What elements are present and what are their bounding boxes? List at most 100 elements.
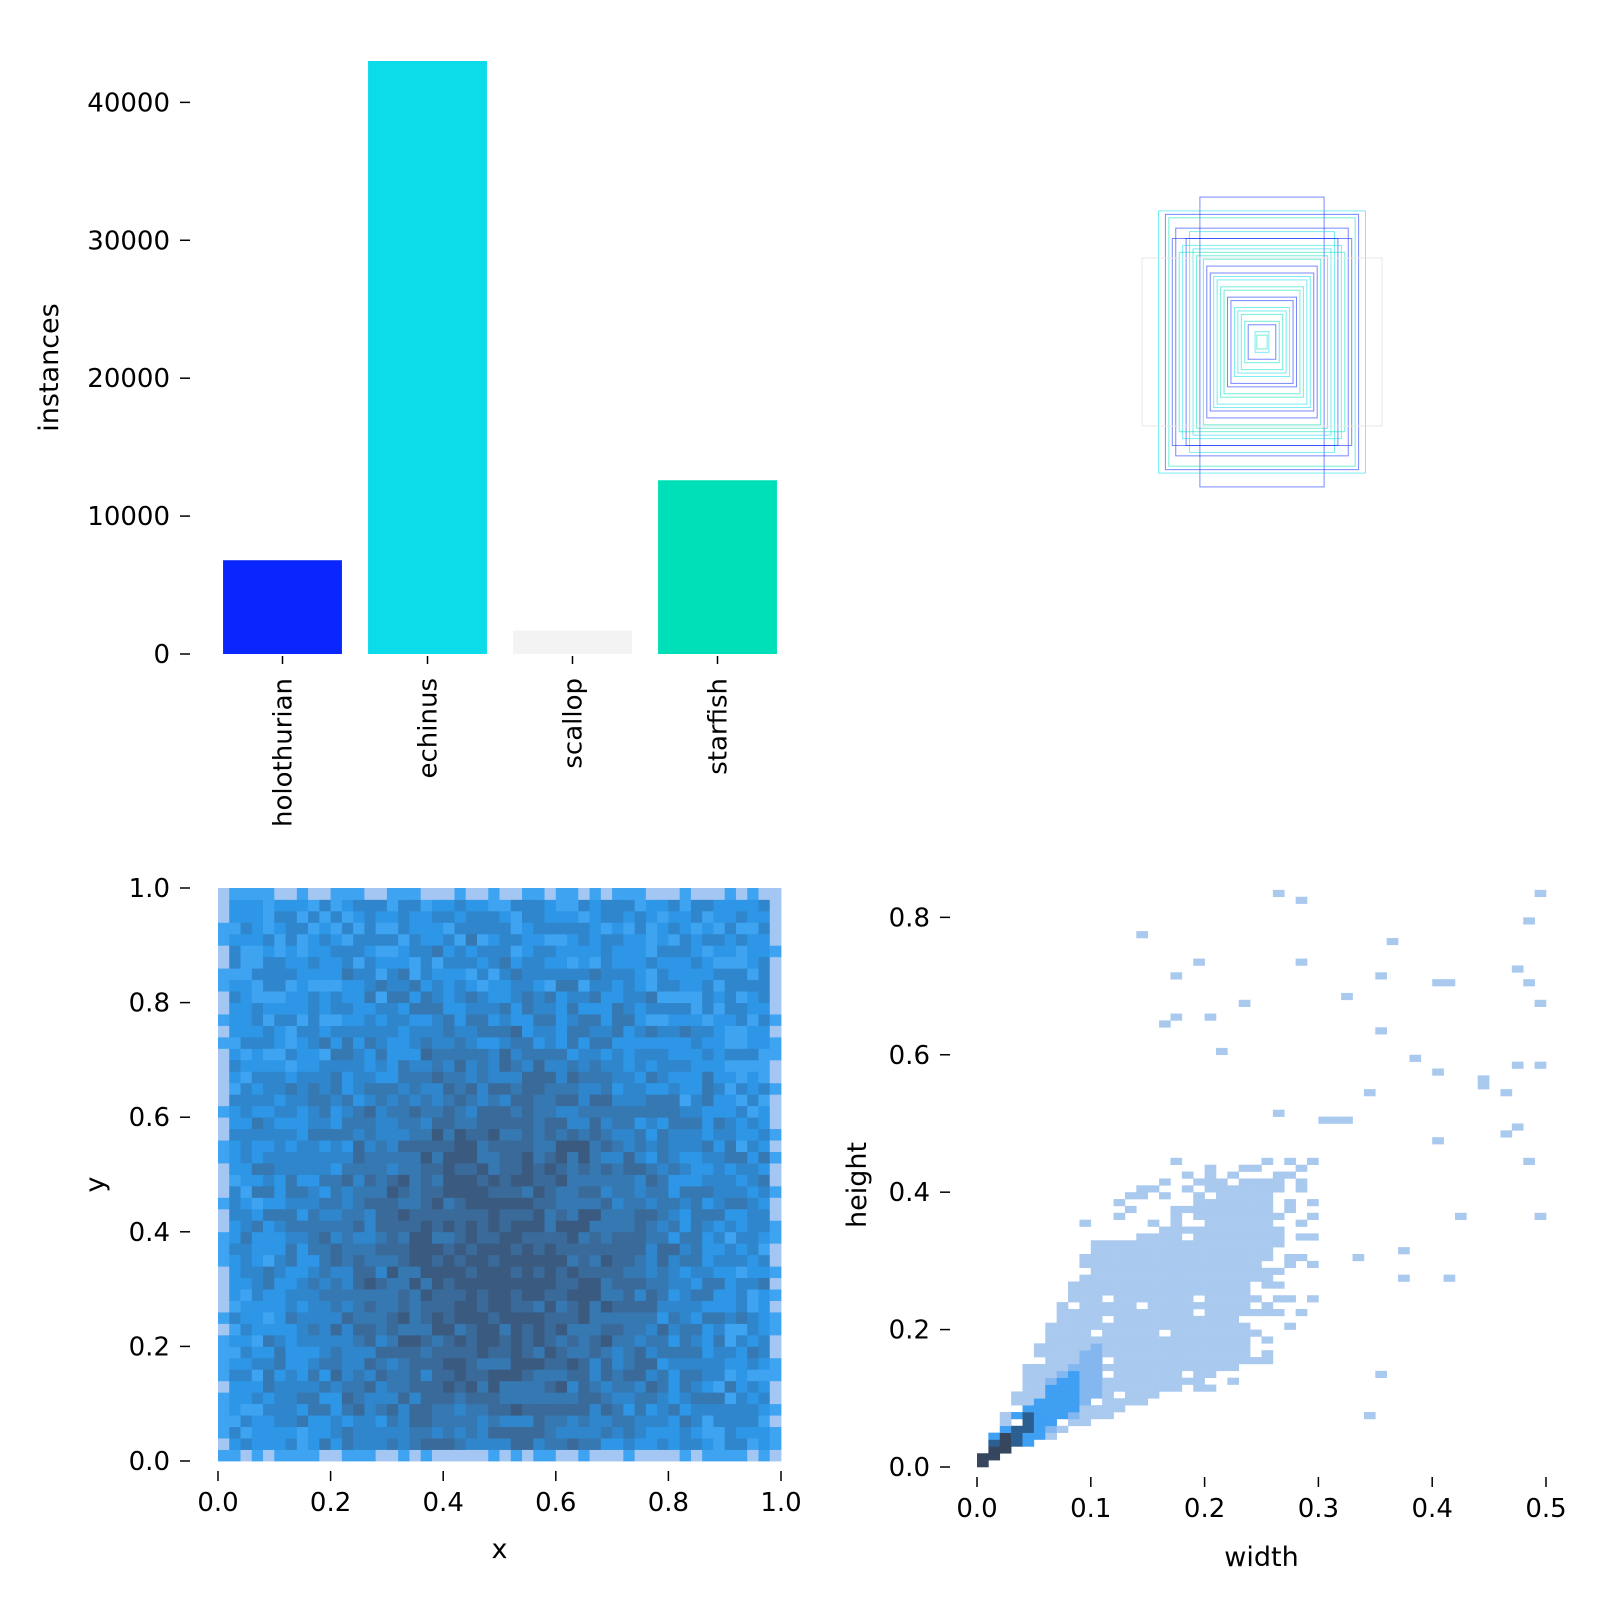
heatmap-cell [285,1392,298,1405]
heatmap-cell [589,1380,602,1393]
heatmap-cell [1079,1418,1092,1427]
heatmap-cell [600,1140,613,1152]
heatmap-cell [431,1036,444,1049]
heatmap-cell [476,1117,489,1130]
heatmap-cell [341,1105,354,1118]
heatmap-cell [612,1208,624,1221]
heatmap-cell [1261,1336,1274,1344]
heatmap-cell [510,1380,523,1393]
heatmap-cell [1147,1357,1160,1365]
heatmap-cell [1307,1212,1319,1220]
heatmap-cell [409,991,422,1003]
heatmap-cell [600,1208,613,1221]
heatmap-cell [589,1140,602,1152]
heatmap-cell [341,1369,354,1382]
heatmap-cell [1136,1233,1148,1241]
x-tick-label: 0.1 [1070,1494,1111,1524]
heatmap-cell [567,1117,579,1130]
heatmap-cell [263,1426,275,1439]
heatmap-cell [702,899,714,912]
heatmap-cell [476,968,489,981]
heatmap-cell [634,933,647,946]
heatmap-cell [375,1300,388,1313]
heatmap-cell [1045,1432,1057,1440]
heatmap-cell [702,1002,714,1015]
heatmap-cell [398,1185,410,1198]
heatmap-cell [218,1426,230,1439]
heatmap-cell [702,968,714,981]
heatmap-cell [431,1312,444,1324]
heatmap-cell [589,956,602,969]
heatmap-cell [668,888,681,900]
heatmap-cell [319,979,331,992]
heatmap-cell [567,1334,579,1347]
heatmap-cell [476,899,489,912]
heatmap-cell [398,968,410,981]
heatmap-cell [702,1048,714,1061]
heatmap-cell [612,1185,624,1198]
heatmap-cell [679,933,692,946]
heatmap-cell [623,991,636,1003]
heatmap-cell [1124,1384,1137,1392]
heatmap-cell [398,1438,410,1450]
heatmap-cell [319,1002,331,1015]
heatmap-cell [386,1128,399,1141]
heatmap-cell [645,910,658,923]
heatmap-cell [1124,1247,1137,1255]
heatmap-cell [330,922,343,935]
heatmap-cell [747,933,759,946]
heatmap-cell [1079,1377,1092,1385]
heatmap-cell [296,979,309,992]
heatmap-cell [724,1426,737,1439]
heatmap-cell [330,1163,343,1175]
heatmap-cell [702,1323,714,1336]
heatmap-cell [398,1266,410,1279]
heatmap-cell [747,1071,759,1084]
heatmap-cell [1261,1226,1274,1234]
heatmap-cell [645,1059,658,1072]
heatmap-cell [589,1300,602,1313]
heatmap-cell [409,1036,422,1049]
heatmap-cell [724,1323,737,1336]
heatmap-cell [567,1449,579,1462]
heatmap-cell [488,1346,500,1359]
heatmap-cell [319,968,331,981]
heatmap-cell [274,1426,286,1439]
heatmap-cell [240,1300,253,1313]
heatmap-cell [679,1128,692,1141]
heatmap-cell [499,1071,512,1084]
heatmap-cell [443,1323,455,1336]
heatmap-cell [263,1449,275,1462]
heatmap-cell [240,1438,253,1450]
heatmap-cell [578,1036,590,1049]
heatmap-cell [251,899,264,912]
heatmap-cell [510,968,523,981]
heatmap-cell [747,1277,759,1290]
heatmap-cell [330,1117,343,1130]
heatmap-cell [578,991,590,1003]
heatmap-cell [578,956,590,969]
y-tick-label: 0.2 [129,1332,170,1362]
heatmap-cell [476,1449,489,1462]
heatmap-cell [589,933,602,946]
heatmap-cell [1136,1370,1148,1378]
heatmap-cell [1022,1384,1035,1392]
heatmap-cell [465,991,478,1003]
heatmap-cell [465,1151,478,1164]
heatmap-cell [263,1334,275,1347]
heatmap-cell [499,1369,512,1382]
heatmap-cell [398,1289,410,1301]
heatmap-cell [409,956,422,969]
heatmap-cell [1238,1350,1251,1358]
heatmap-cell [420,1449,433,1462]
heatmap-cell [465,1449,478,1462]
heatmap-cell [1136,1240,1148,1248]
heatmap-cell [1375,1370,1387,1378]
heatmap-cell [454,1426,467,1439]
heatmap-cell [758,1380,771,1393]
heatmap-cell [690,1151,703,1164]
heatmap-cell [533,1208,545,1221]
heatmap-cell [679,1036,692,1049]
heatmap-cell [578,1002,590,1015]
heatmap-cell [499,899,512,912]
